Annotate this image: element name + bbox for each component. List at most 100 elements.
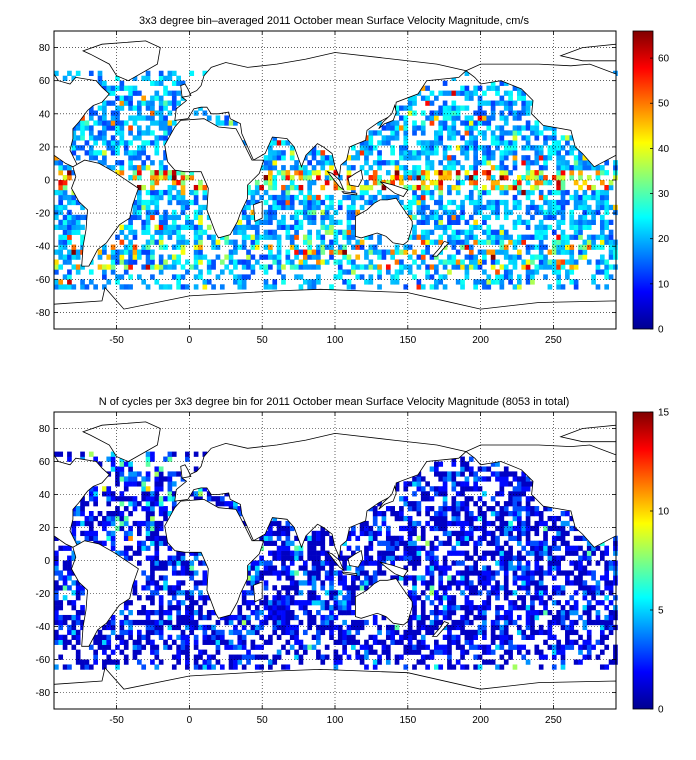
bin-cell — [80, 115, 85, 121]
bin-cell — [185, 619, 190, 626]
bin-cell — [425, 644, 430, 650]
bin-cell — [355, 274, 361, 280]
bin-cell — [434, 254, 439, 260]
bin-cell — [364, 570, 369, 576]
bin-cell — [176, 180, 181, 186]
bin-cell — [372, 194, 378, 201]
bin-cell — [477, 224, 483, 230]
bin-cell — [241, 664, 247, 670]
bin-cell — [429, 180, 435, 186]
bin-cell — [613, 654, 618, 660]
bin-cell — [534, 234, 540, 240]
bin-cell — [67, 224, 72, 230]
bin-cell — [499, 550, 505, 556]
bin-cell — [285, 550, 291, 556]
bin-cell — [102, 525, 107, 532]
bin-cell — [364, 575, 369, 581]
bin-cell — [613, 209, 618, 216]
bin-cell — [233, 614, 238, 621]
bin-cell — [268, 140, 273, 146]
bin-cell — [464, 610, 470, 616]
bin-cell — [154, 481, 160, 487]
bin-cell — [495, 140, 500, 146]
bin-cell — [110, 629, 116, 636]
bin-cell — [599, 600, 605, 606]
bin-cell — [193, 184, 199, 191]
bin-cell — [54, 565, 59, 571]
bin-cell — [150, 199, 155, 206]
bin-cell — [250, 234, 256, 240]
bin-cell — [75, 264, 81, 270]
bin-cell — [525, 110, 531, 116]
bin-cell — [263, 180, 269, 186]
bin-cell — [551, 565, 557, 571]
bin-cell — [294, 629, 299, 636]
bin-cell — [569, 269, 575, 275]
bin-cell — [429, 585, 435, 591]
bin-cell — [495, 214, 500, 221]
bin-cell — [281, 189, 286, 196]
bin-cell — [154, 120, 160, 126]
bin-cell — [333, 219, 339, 225]
bin-cell — [495, 580, 500, 586]
bin-cell — [145, 140, 151, 146]
bin-cell — [560, 219, 566, 225]
bin-cell — [346, 279, 352, 285]
bin-cell — [150, 105, 155, 111]
bin-cell — [390, 274, 395, 280]
bin-cell — [420, 575, 426, 581]
bin-cell — [272, 175, 278, 181]
bin-cell — [390, 550, 395, 556]
bin-cell — [460, 244, 465, 250]
bin-cell — [543, 229, 548, 235]
bin-cell — [525, 180, 531, 186]
bin-cell — [482, 565, 487, 571]
bin-cell — [512, 180, 518, 186]
bin-cell — [219, 259, 225, 265]
bin-cell — [530, 199, 535, 206]
bin-cell — [329, 254, 334, 260]
bin-cell — [565, 634, 570, 640]
bin-cell — [534, 135, 540, 141]
bin-cell — [455, 214, 461, 221]
bin-cell — [58, 614, 64, 621]
bin-cell — [425, 175, 430, 181]
bin-cell — [591, 595, 596, 601]
bin-cell — [447, 476, 452, 482]
bin-cell — [582, 219, 588, 225]
bin-cell — [75, 639, 81, 645]
bin-cell — [595, 600, 601, 606]
bin-cell — [407, 209, 413, 216]
bin-cell — [119, 259, 125, 265]
bin-cell — [377, 555, 382, 561]
bin-cell — [180, 209, 186, 216]
bin-cell — [351, 184, 356, 191]
bin-cell — [136, 249, 142, 255]
bin-cell — [399, 155, 404, 161]
bin-cell — [521, 644, 527, 650]
bin-cell — [599, 219, 605, 225]
bin-cell — [84, 515, 90, 522]
bin-cell — [525, 535, 531, 541]
bin-cell — [442, 150, 448, 156]
bin-cell — [473, 540, 478, 546]
bin-cell — [289, 595, 295, 601]
bin-cell — [202, 600, 208, 606]
bin-cell — [119, 476, 125, 482]
bin-cell — [464, 264, 470, 270]
bin-cell — [416, 555, 422, 561]
bin-cell — [298, 555, 304, 561]
bin-cell — [516, 605, 522, 611]
bin-cell — [136, 110, 142, 116]
bin-cell — [521, 125, 527, 131]
colorbar-tick-label: 0 — [658, 705, 664, 716]
bin-cell — [394, 659, 400, 665]
bin-cell — [355, 585, 361, 591]
bin-cell — [237, 279, 243, 285]
bin-cell — [276, 224, 282, 230]
bin-cell — [473, 199, 478, 206]
bin-cell — [503, 90, 509, 96]
bin-cell — [145, 555, 151, 561]
bin-cell — [399, 269, 404, 275]
bin-cell — [176, 600, 181, 606]
